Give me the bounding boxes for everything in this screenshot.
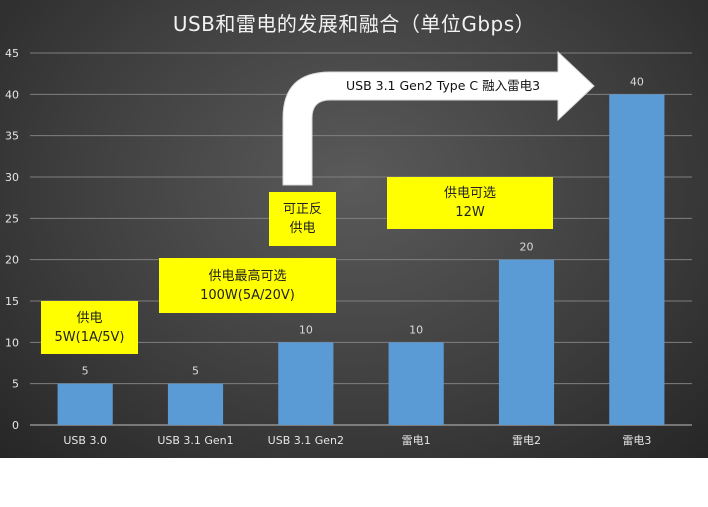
data-labels: 5 5 10 10 20 40 [82,75,644,377]
callout-power-5w-line2: 5W(1A/5V) [54,329,125,345]
data-label: 10 [409,323,423,336]
callout-power-12w-line2: 12W [455,205,485,220]
bar [498,259,555,425]
y-tick-label: 5 [12,378,19,391]
x-axis-ticks: USB 3.0 USB 3.1 Gen1 USB 3.1 Gen2 雷电1 雷电2 雷电3 [63,434,651,447]
data-label: 10 [299,323,313,336]
y-tick-label: 45 [5,47,19,60]
bar [167,383,224,425]
y-tick-label: 35 [5,130,19,143]
arrow-shape [282,50,595,186]
data-label: 20 [520,241,534,254]
bar [609,94,665,425]
chart-area: USB和雷电的发展和融合（单位Gbps） 0 5 10 15 20 25 30 35 40 45 … [0,0,708,458]
y-tick-label: 30 [5,171,19,184]
y-tick-label: 15 [5,295,19,308]
arrow-annotation: USB 3.1 Gen2 Type C 融入雷电3 [346,78,541,93]
data-label: 5 [192,365,199,378]
callout-power-100w-line2: 100W(5A/20V) [200,287,295,303]
bar [57,383,113,425]
callout-power-100w: 供电最高可选 100W(5A/20V) [159,258,336,313]
callout-reversible-line1: 可正反 [282,202,322,217]
callout-power-5w: 供电 5W(1A/5V) [41,301,138,354]
data-label: 5 [82,365,89,378]
callout-power-12w: 供电可选 12W [387,177,553,229]
y-tick-label: 10 [5,336,19,349]
data-label: 40 [630,75,644,88]
callout-power-12w-line1: 供电可选 [443,186,496,201]
y-tick-label: 25 [5,212,19,225]
callout-power-5w-line1: 供电 [76,310,103,326]
callout-power-100w-line1: 供电最高可选 [208,268,287,284]
x-tick-label: USB 3.1 Gen2 [268,434,344,447]
x-tick-label: 雷电1 [402,434,431,447]
y-tick-label: 0 [12,419,19,432]
y-axis-ticks: 0 5 10 15 20 25 30 35 40 45 [5,47,19,432]
bars [57,94,665,425]
y-tick-label: 40 [5,88,19,101]
x-tick-label: USB 3.0 [63,434,107,447]
callout-reversible: 可正反 供电 [269,192,336,246]
x-tick-label: USB 3.1 Gen1 [157,434,233,447]
chart-title: USB和雷电的发展和融合（单位Gbps） [172,12,536,36]
callout-reversible-line2: 供电 [289,221,316,236]
bar [278,342,334,425]
gridlines [30,52,692,426]
y-tick-label: 20 [5,254,19,267]
x-tick-label: 雷电2 [512,434,541,447]
x-tick-label: 雷电3 [622,434,651,447]
bar [388,342,444,425]
